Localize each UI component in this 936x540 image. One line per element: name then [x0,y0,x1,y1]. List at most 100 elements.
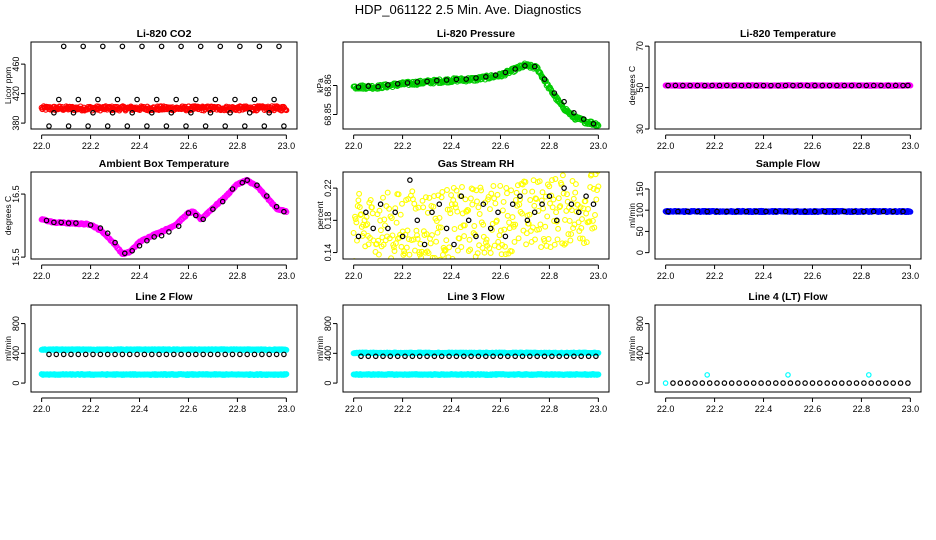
panel-title: Gas Stream RH [438,158,514,170]
y-tick-label: 150 [635,181,645,196]
data-point [782,82,789,89]
data-point [409,188,416,195]
data-point [362,222,369,229]
data-point [487,250,494,256]
data-point [870,208,877,215]
data-point [129,110,136,116]
x-tick-label: 22.6 [492,271,510,281]
data-point [273,203,280,210]
data-point [677,380,684,386]
data-point [237,43,243,50]
data-point [694,82,701,89]
data-point [868,380,875,386]
data-point [588,172,595,178]
data-point [721,380,728,386]
data-point [373,240,380,247]
x-tick-label: 22.4 [443,141,461,151]
data-point [794,380,801,386]
data-point [364,221,371,228]
data-point [436,201,443,208]
data-point [580,116,587,122]
data-point [139,43,145,50]
data-point [524,217,531,224]
data-point [502,233,509,240]
data-point [399,200,405,207]
data-point [474,250,481,257]
data-point [723,82,730,89]
data-point [571,110,577,116]
data-point [665,208,671,215]
data-point [512,353,519,360]
data-point [561,241,568,248]
data-point [469,186,476,193]
data-point [498,251,505,258]
data-point [903,209,910,215]
data-point [387,213,394,220]
x-tick-label: 22.6 [804,271,822,281]
data-point [424,353,430,360]
data-point [276,43,282,50]
y-tick-label: 800 [11,316,21,331]
x-tick-label: 22.0 [33,271,51,281]
y-tick-label: 420 [11,86,21,101]
data-point [480,201,487,208]
y-tick-label: 800 [635,316,645,331]
data-point [465,207,472,214]
data-point [704,372,711,378]
data-point [153,96,160,103]
x-tick-label: 22.8 [541,271,559,281]
data-point [479,244,486,251]
data-point [458,193,465,200]
data-point [404,80,411,86]
data-point [422,194,429,201]
data-point [444,187,450,193]
data-point [509,214,516,221]
data-point [522,63,528,69]
data-point [531,202,538,209]
data-point [709,82,715,89]
data-point [785,372,791,378]
data-point [46,123,52,129]
data-point [171,351,177,358]
data-point [473,75,479,81]
data-point [283,371,290,378]
x-tick-label: 22.4 [131,141,149,151]
data-point [453,353,460,360]
data-point [531,209,538,216]
data-point [577,235,583,242]
x-tick-label: 22.6 [180,404,198,414]
data-point [484,196,491,203]
data-point [579,216,585,223]
data-point [465,248,472,254]
data-point [453,76,460,83]
data-point [537,221,544,228]
data-point [684,208,691,215]
x-tick-label: 22.8 [853,141,871,151]
data-point [254,182,260,189]
data-point [553,209,560,216]
data-point [402,353,408,360]
data-point [699,380,706,386]
x-tick-label: 22.4 [131,404,149,414]
data-point [406,251,413,258]
data-point [463,76,470,82]
data-point [429,209,435,216]
data-point [393,219,400,226]
x-tick-label: 22.6 [804,404,822,414]
data-point [244,177,251,184]
data-point [594,187,600,194]
data-point [517,193,523,200]
data-point [519,353,526,360]
data-point [492,72,499,78]
data-point [662,380,669,386]
data-point [399,233,406,240]
data-point [508,187,515,194]
data-point [424,248,431,255]
data-point [558,181,565,188]
data-point [478,187,485,194]
data-point [207,351,214,358]
data-point [523,241,530,248]
y-tick-label: 460 [11,57,21,72]
x-tick-label: 22.0 [345,271,363,281]
panel-9: Line 4 (LT) Flow ml/min 22.0 22.2 22.4 22.6 22… [627,291,922,414]
